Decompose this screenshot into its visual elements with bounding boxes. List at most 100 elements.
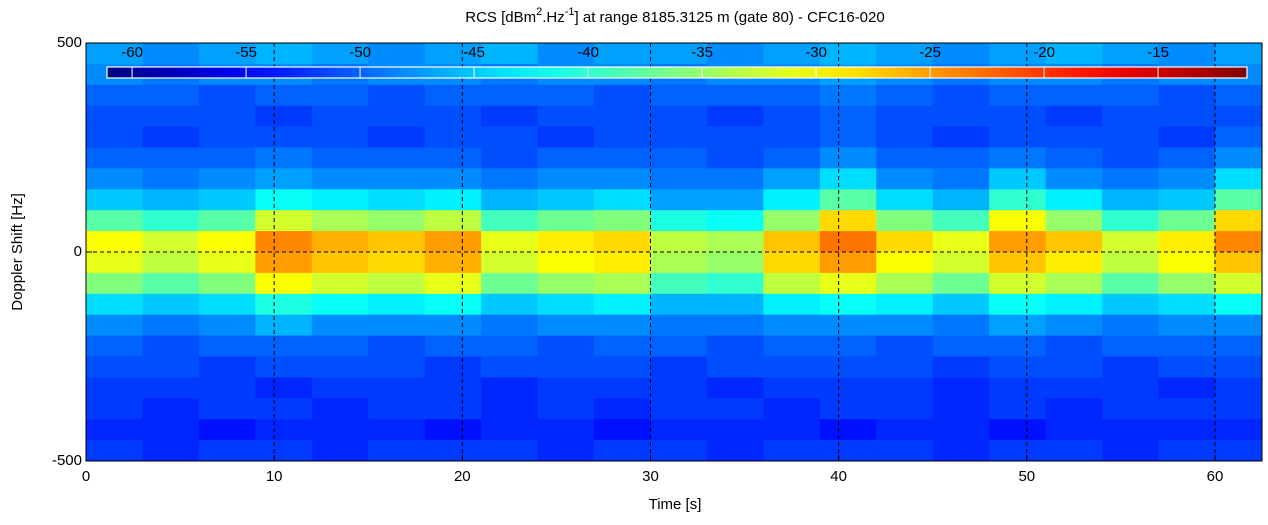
heatmap-cell [368,293,426,316]
heatmap-cell [255,105,313,128]
heatmap-cell [819,105,877,128]
heatmap-cell [989,168,1047,190]
heatmap-cell [481,147,539,169]
heatmap-cell [311,356,369,378]
heatmap-cell [86,105,144,128]
heatmap-cell [650,105,708,128]
heatmap-cell [706,105,764,128]
heatmap-cell [311,377,369,399]
y-tick-label: 0 [74,243,82,260]
heatmap-cell [932,252,990,274]
heatmap-cell [424,356,482,378]
colorbar-tick-label: -15 [1147,44,1169,61]
heatmap-cell [819,147,877,169]
heatmap-cell [1102,272,1160,295]
heatmap-cell [537,356,595,378]
heatmap-cell [142,419,200,441]
heatmap-cell [368,272,426,295]
heatmap-cell [1158,231,1216,253]
heatmap-cell [255,356,313,378]
heatmap-cell [424,293,482,316]
heatmap-cell [1214,231,1262,253]
heatmap-cell [86,440,144,461]
heatmap-cell [311,168,369,190]
heatmap-cell [86,168,144,190]
colorbar-tick-label: -40 [577,44,599,61]
y-axis-label: Doppler Shift [Hz] [9,193,26,311]
heatmap-cell [255,147,313,169]
heatmap-cell [368,419,426,441]
heatmap-cell [86,126,144,149]
heatmap-cell [706,272,764,295]
heatmap-cell [876,126,934,149]
heatmap-cell [1045,440,1103,461]
heatmap-cell [311,105,369,128]
heatmap-cell [1158,335,1216,358]
x-tick-label: 50 [1018,468,1035,485]
heatmap-cell [763,252,821,274]
heatmap-cell [537,398,595,420]
heatmap-cell [537,43,595,65]
heatmap-cell [424,210,482,232]
heatmap-cell [1214,272,1262,295]
heatmap-cell [650,440,708,461]
heatmap-cell [424,126,482,149]
heatmap-cell [1214,126,1262,149]
heatmap-cell [537,272,595,295]
heatmap-cell [876,84,934,107]
heatmap-cell [650,398,708,420]
heatmap-cell [1045,189,1103,211]
colorbar-tick-label: -50 [349,44,371,61]
heatmap-cell [481,252,539,274]
heatmap-cell [989,335,1047,358]
heatmap-cell [142,168,200,190]
heatmap-cell [1045,419,1103,441]
heatmap-cell [255,168,313,190]
heatmap-cell [594,419,652,441]
heatmap-cell [198,398,256,420]
heatmap-cell [1102,147,1160,169]
heatmap-cell [255,314,313,337]
heatmap-cell [424,419,482,441]
heatmap-cell [198,272,256,295]
heatmap-cell [424,335,482,358]
heatmap-cell [1102,168,1160,190]
heatmap-cell [876,419,934,441]
colorbar-tick-label: -45 [463,44,485,61]
heatmap-cell [594,147,652,169]
heatmap-cell [368,335,426,358]
heatmap-cell [537,147,595,169]
heatmap-cell [255,126,313,149]
heatmap-cell [819,440,877,461]
heatmap-cell [1158,377,1216,399]
heatmap-cell [198,147,256,169]
heatmap-cell [86,419,144,441]
heatmap-cell [198,335,256,358]
heatmap-cell [989,314,1047,337]
heatmap-cell [1158,398,1216,420]
heatmap-cell [876,377,934,399]
heatmap-cell [763,377,821,399]
heatmap-cell [594,377,652,399]
heatmap-cell [1045,147,1103,169]
heatmap-cell [255,335,313,358]
heatmap-cell [255,377,313,399]
heatmap-cell [819,419,877,441]
heatmap-cell [1102,440,1160,461]
heatmap-cell [594,231,652,253]
heatmap-cell [142,377,200,399]
heatmap-cell [1102,252,1160,274]
heatmap-cell [1102,419,1160,441]
heatmap-cell [763,168,821,190]
heatmap-cell [594,168,652,190]
heatmap-cell [876,147,934,169]
heatmap-cell [1102,377,1160,399]
heatmap-cell [368,398,426,420]
heatmap-cell [763,419,821,441]
heatmap-cell [932,84,990,107]
heatmap-cell [86,84,144,107]
heatmap-cell [989,356,1047,378]
heatmap-cell [311,189,369,211]
heatmap-cell [706,252,764,274]
